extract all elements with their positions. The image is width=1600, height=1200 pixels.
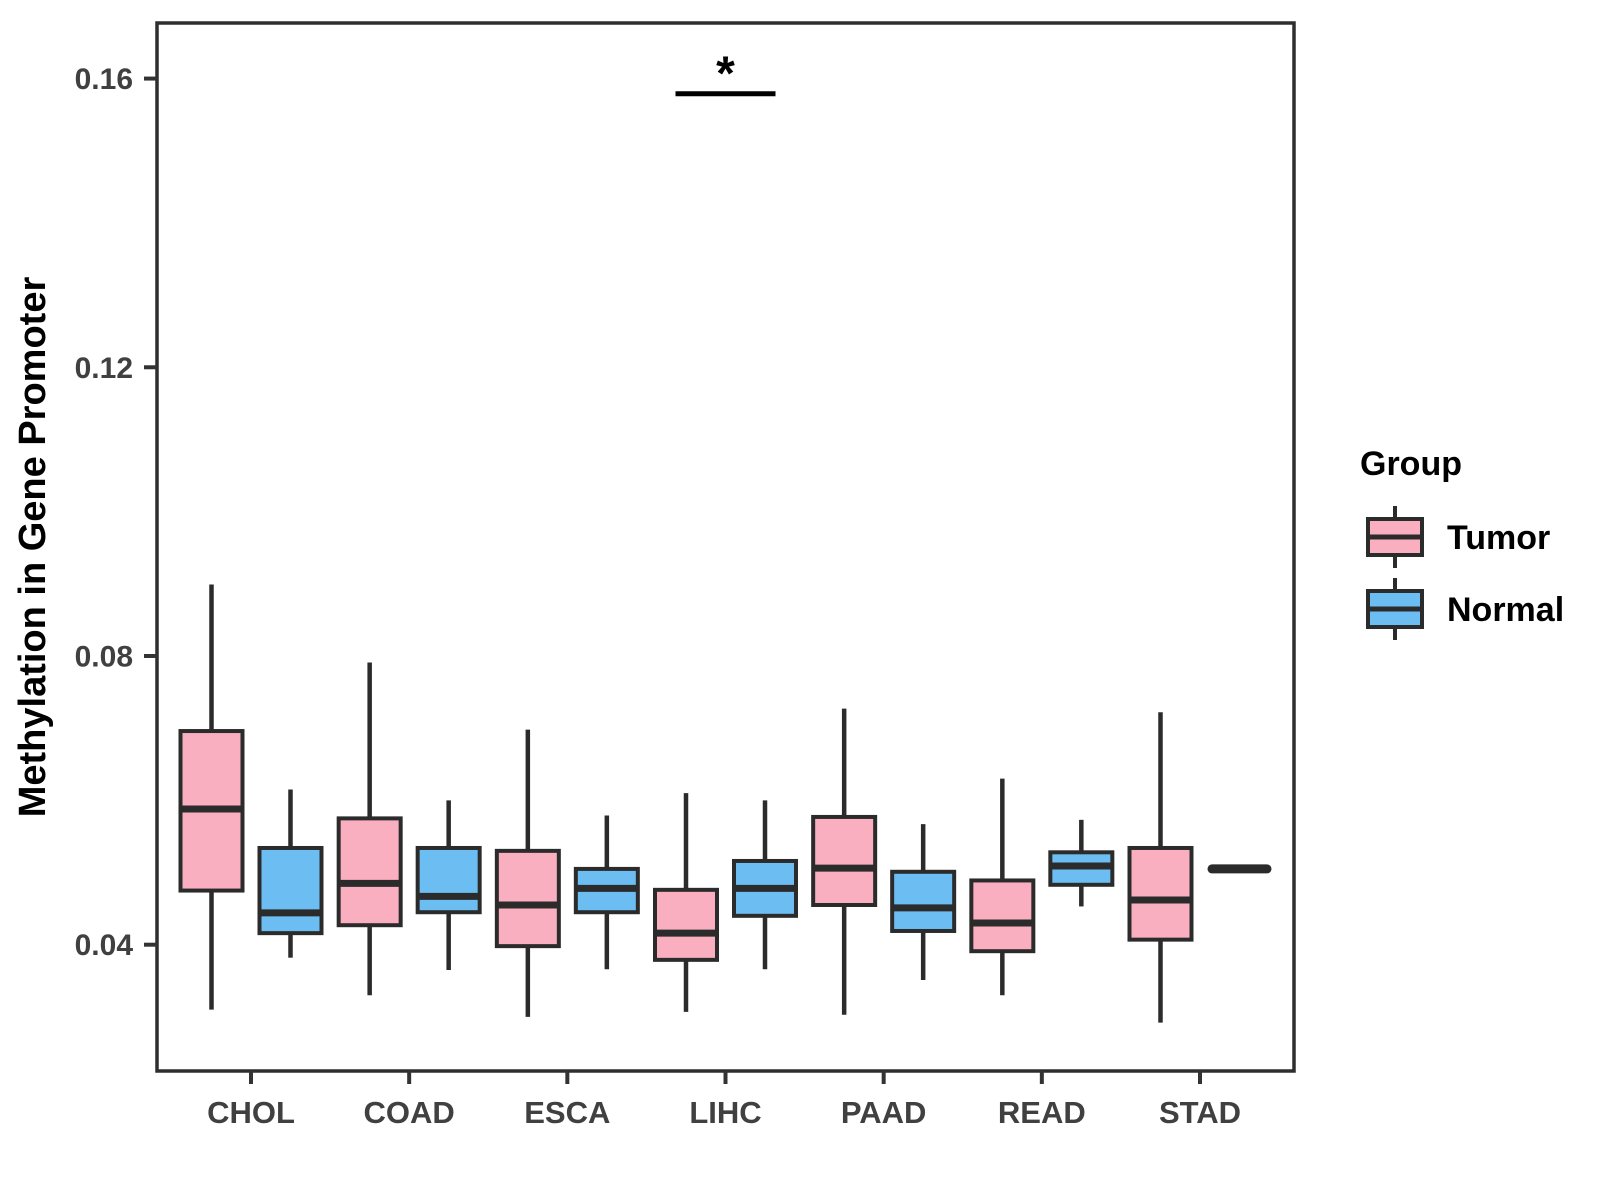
box-normal-COAD bbox=[415, 800, 482, 970]
x-tick-label: PAAD bbox=[841, 1095, 927, 1130]
significance-star: * bbox=[716, 48, 735, 101]
box-normal-CHOL bbox=[257, 789, 324, 958]
x-tick-label: READ bbox=[998, 1095, 1086, 1130]
iqr-box bbox=[494, 848, 561, 949]
flat-median-dash bbox=[1207, 864, 1272, 874]
box-normal-LIHC bbox=[732, 800, 798, 970]
iqr-box bbox=[415, 845, 482, 915]
y-axis: 0.04 0.08 0.12 0.16 bbox=[75, 63, 157, 962]
series-normal bbox=[257, 789, 1272, 981]
legend-item-tumor: Tumor bbox=[1366, 506, 1550, 568]
iqr-box bbox=[969, 878, 1036, 954]
box-normal-ESCA bbox=[573, 815, 640, 970]
iqr-box bbox=[811, 814, 878, 907]
y-tick-label: 0.04 bbox=[75, 929, 134, 962]
legend: Group Tumor Normal bbox=[1360, 445, 1564, 640]
box-normal-STAD bbox=[1207, 864, 1272, 874]
significance-annotation: * bbox=[675, 48, 776, 101]
iqr-box bbox=[1127, 845, 1194, 942]
box-tumor-LIHC bbox=[653, 793, 719, 1012]
x-axis: CHOL COAD ESCA LIHC PAAD READ STAD bbox=[207, 1071, 1241, 1130]
y-tick-label: 0.12 bbox=[75, 352, 133, 385]
y-tick-label: 0.08 bbox=[75, 640, 133, 673]
iqr-box bbox=[336, 816, 403, 928]
legend-title: Group bbox=[1360, 445, 1462, 483]
box-tumor-PAAD bbox=[811, 708, 878, 1015]
box-tumor-CHOL bbox=[178, 584, 245, 1010]
iqr-box bbox=[890, 869, 957, 933]
box-tumor-READ bbox=[969, 778, 1036, 996]
box-tumor-COAD bbox=[336, 662, 403, 996]
box-tumor-ESCA bbox=[494, 729, 561, 1017]
x-tick-label: LIHC bbox=[689, 1095, 761, 1130]
x-tick-label: CHOL bbox=[207, 1095, 295, 1130]
iqr-box bbox=[653, 887, 719, 962]
series-tumor bbox=[178, 584, 1194, 1023]
box-normal-READ bbox=[1048, 819, 1115, 907]
iqr-box bbox=[257, 845, 324, 936]
legend-item-label: Normal bbox=[1447, 591, 1564, 629]
box-normal-PAAD bbox=[890, 824, 957, 981]
legend-item-normal: Normal bbox=[1366, 578, 1564, 640]
x-tick-label: STAD bbox=[1159, 1095, 1241, 1130]
legend-item-label: Tumor bbox=[1447, 519, 1550, 557]
y-axis-title: Methylation in Gene Promoter bbox=[12, 277, 54, 818]
x-tick-label: COAD bbox=[364, 1095, 455, 1130]
y-tick-label: 0.16 bbox=[75, 63, 133, 96]
x-tick-label: ESCA bbox=[524, 1095, 610, 1130]
box-tumor-STAD bbox=[1127, 712, 1194, 1023]
